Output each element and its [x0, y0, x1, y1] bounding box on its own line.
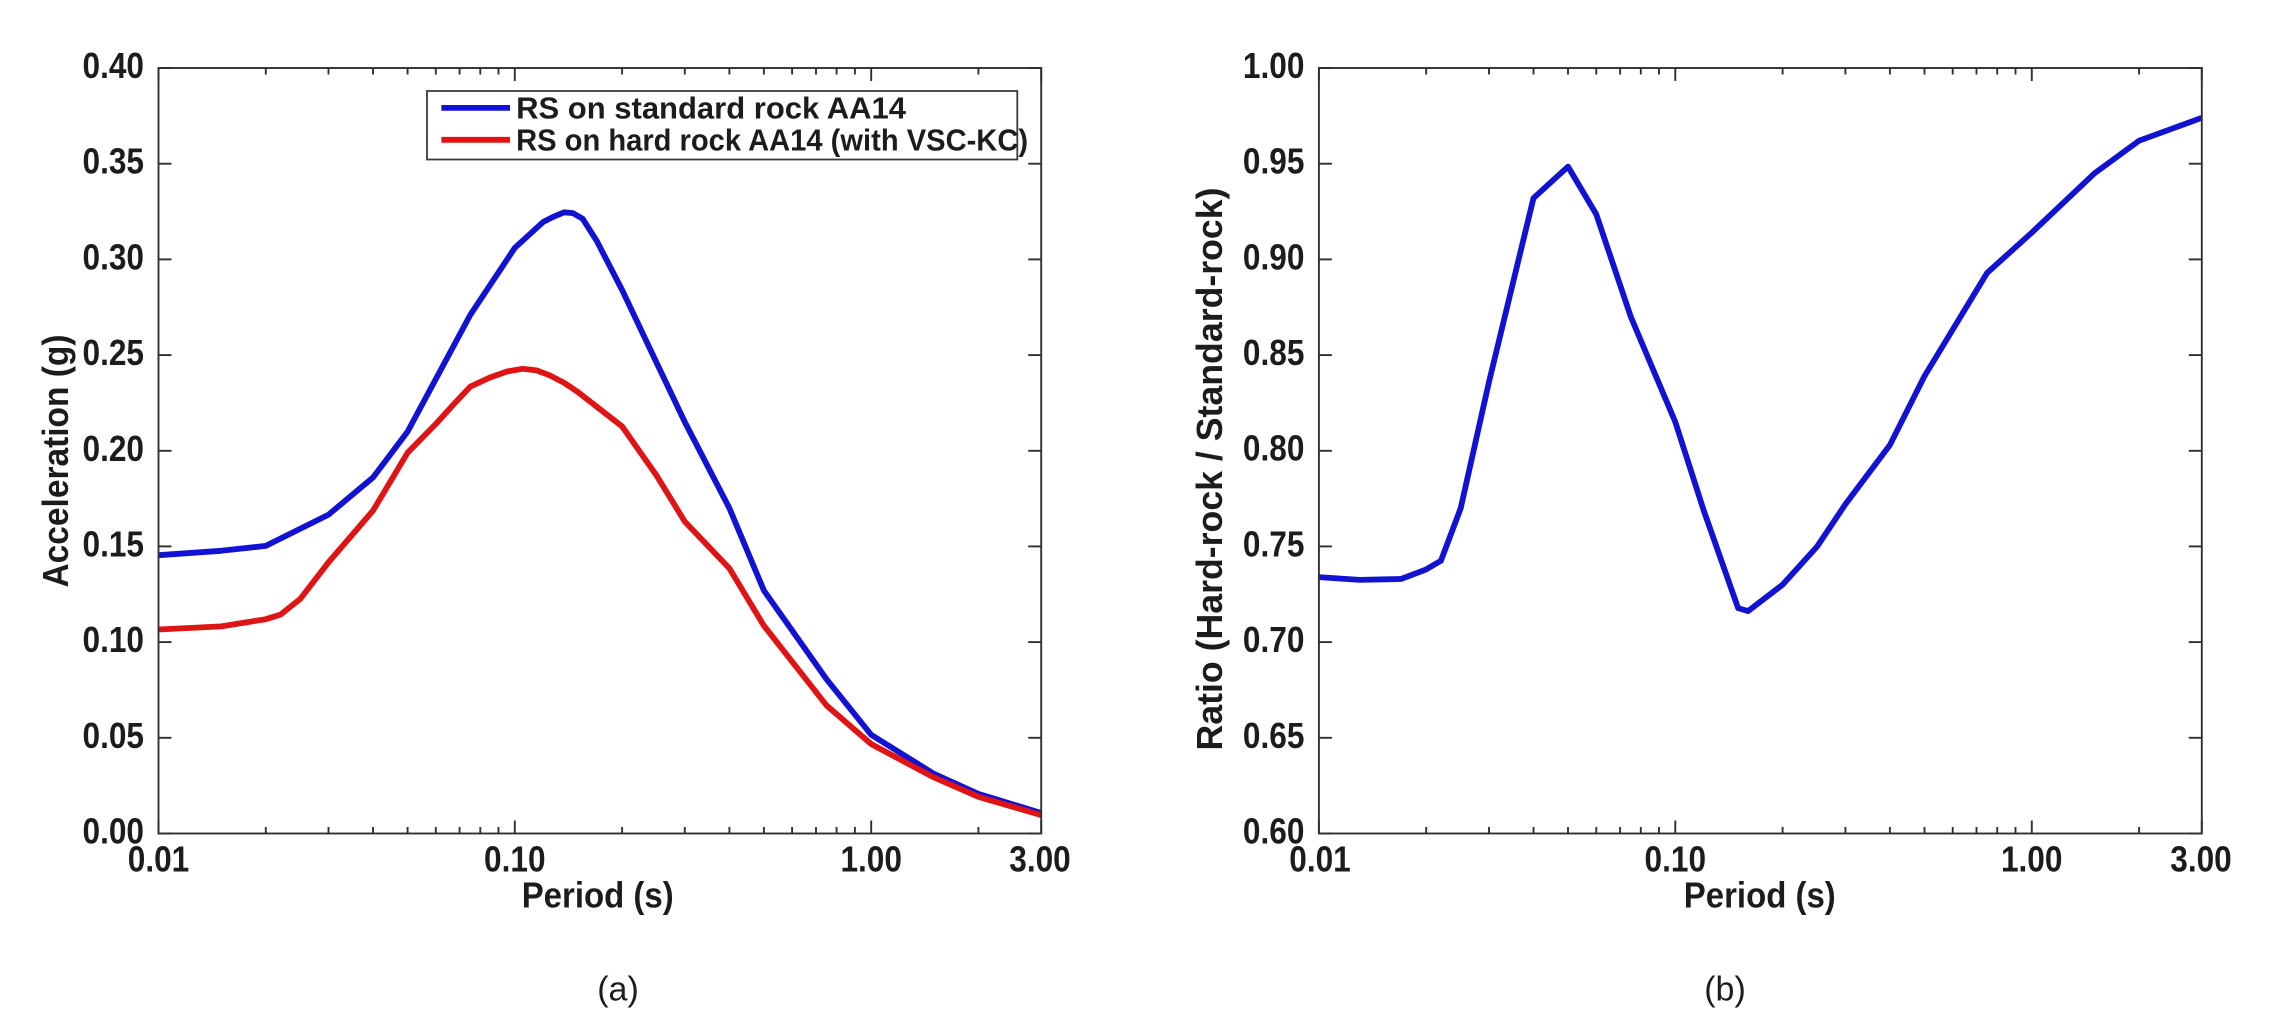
svg-text:0.01: 0.01: [128, 839, 190, 880]
svg-text:0.35: 0.35: [83, 141, 145, 182]
svg-text:0.25: 0.25: [83, 332, 145, 373]
svg-text:0.60: 0.60: [1243, 811, 1305, 852]
svg-text:Period (s): Period (s): [1684, 874, 1836, 915]
svg-text:0.10: 0.10: [83, 619, 145, 660]
svg-text:3.00: 3.00: [1009, 839, 1071, 880]
svg-text:0.70: 0.70: [1243, 619, 1305, 660]
svg-text:0.01: 0.01: [1289, 839, 1351, 880]
svg-text:0.15: 0.15: [83, 523, 145, 564]
svg-text:1.00: 1.00: [2001, 839, 2063, 880]
svg-text:RS on standard rock AA14: RS on standard rock AA14: [516, 91, 907, 126]
svg-text:0.80: 0.80: [1243, 428, 1305, 469]
svg-text:0.90: 0.90: [1243, 236, 1305, 277]
svg-text:0.05: 0.05: [83, 715, 145, 756]
svg-text:Period (s): Period (s): [522, 874, 674, 915]
svg-text:0.85: 0.85: [1243, 332, 1305, 373]
svg-text:(a): (a): [597, 971, 639, 1009]
svg-text:0.30: 0.30: [83, 236, 145, 277]
svg-text:RS on hard rock AA14 (with VSC: RS on hard rock AA14 (with VSC-KC): [516, 123, 1028, 158]
svg-text:1.00: 1.00: [1243, 45, 1305, 86]
svg-text:3.00: 3.00: [2170, 839, 2232, 880]
svg-text:Acceleration (g): Acceleration (g): [35, 335, 76, 588]
svg-text:0.00: 0.00: [83, 811, 145, 852]
svg-text:0.10: 0.10: [1645, 839, 1707, 880]
svg-text:0.10: 0.10: [484, 839, 546, 880]
svg-text:Ratio (Hard-rock / Standard-ro: Ratio (Hard-rock / Standard-rock): [1189, 188, 1230, 751]
svg-text:1.00: 1.00: [840, 839, 902, 880]
svg-text:0.75: 0.75: [1243, 523, 1305, 564]
svg-text:0.40: 0.40: [83, 45, 145, 86]
svg-text:0.95: 0.95: [1243, 141, 1305, 182]
svg-text:0.20: 0.20: [83, 428, 145, 469]
svg-text:(b): (b): [1704, 971, 1746, 1009]
svg-text:0.65: 0.65: [1243, 715, 1305, 756]
